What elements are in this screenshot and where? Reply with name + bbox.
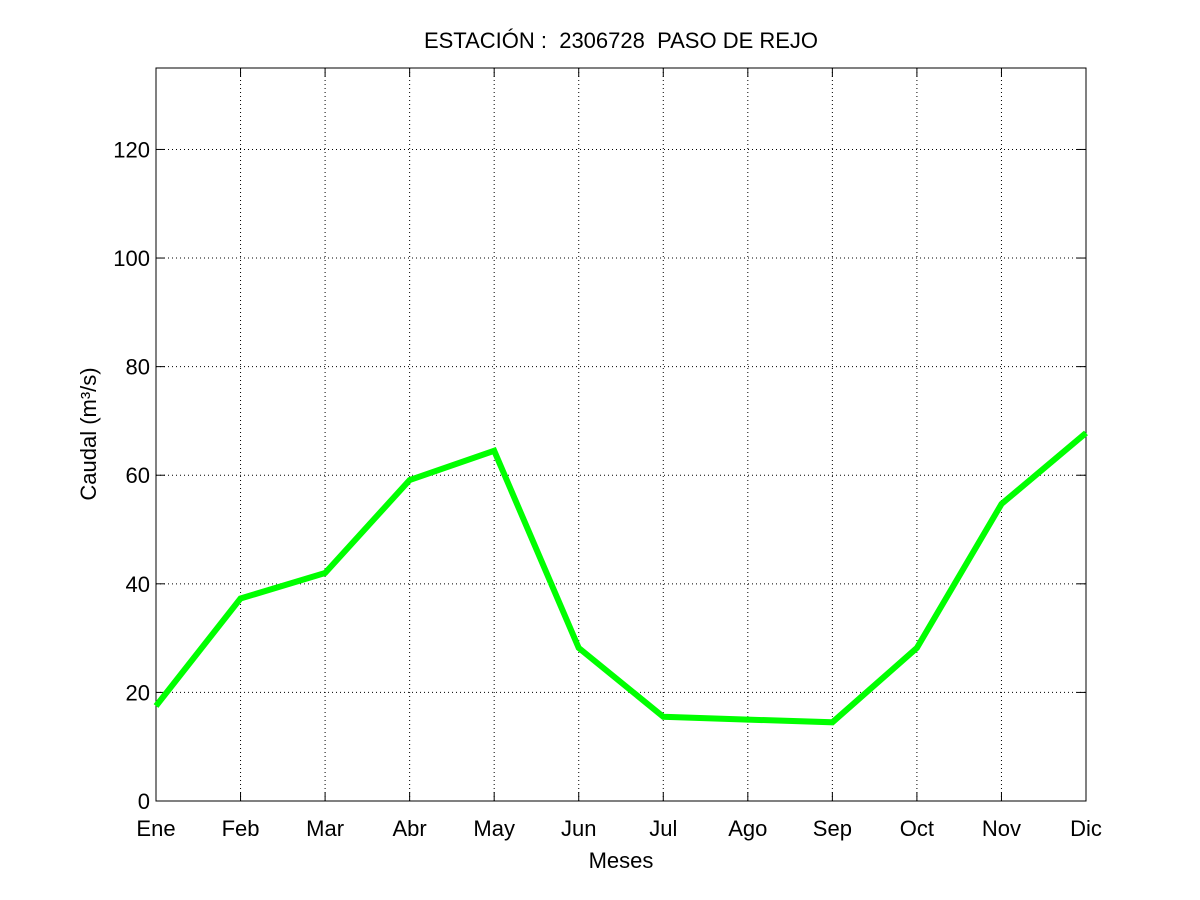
x-tick-label: Nov [982,816,1021,841]
x-axis-title: Meses [589,848,654,873]
y-tick-labels: 0 20 40 60 80 100 120 [113,137,150,814]
y-tick-label: 100 [113,246,150,271]
x-tick-label: Ene [136,816,175,841]
chart-title: ESTACIÓN : 2306728 PASO DE REJO [424,28,818,53]
x-tick-label: Jun [561,816,596,841]
x-tick-label: Sep [813,816,852,841]
grid-lines [156,68,1086,801]
x-tick-labels: Ene Feb Mar Abr May Jun Jul Ago Sep Oct Nov Dic [136,816,1101,841]
x-tick-label: Ago [728,816,767,841]
x-tick-label: Oct [900,816,934,841]
series-line [153,430,1088,726]
series-layer [153,430,1088,726]
y-tick-label: 0 [138,789,150,814]
plot-area [156,68,1086,801]
y-tick-label: 20 [126,680,150,705]
y-tick-label: 40 [126,572,150,597]
y-tick-label: 60 [126,463,150,488]
y-tick-label: 80 [126,355,150,380]
x-tick-label: Jul [649,816,677,841]
x-tick-label: Dic [1070,816,1102,841]
y-axis-title: Caudal (m³/s) [76,367,101,500]
x-tick-label: Mar [306,816,344,841]
x-tick-label: Feb [222,816,260,841]
x-tick-label: May [473,816,515,841]
x-tick-label: Abr [393,816,427,841]
y-tick-label: 120 [113,137,150,162]
